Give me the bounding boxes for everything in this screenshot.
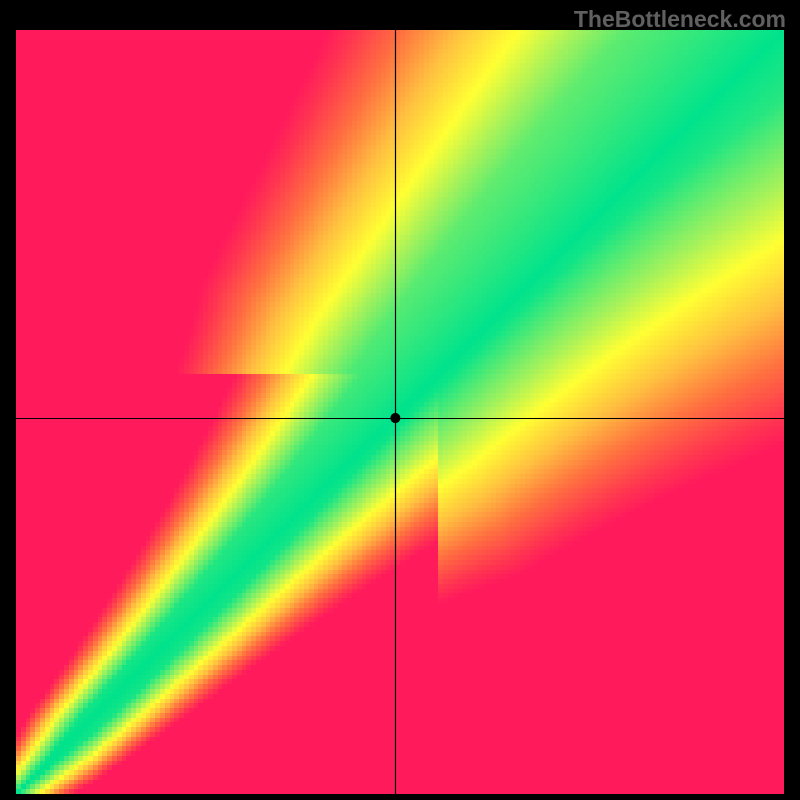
- watermark-label: TheBottleneck.com: [574, 6, 786, 33]
- heatmap-canvas: [16, 30, 784, 794]
- heatmap-plot: [16, 30, 784, 794]
